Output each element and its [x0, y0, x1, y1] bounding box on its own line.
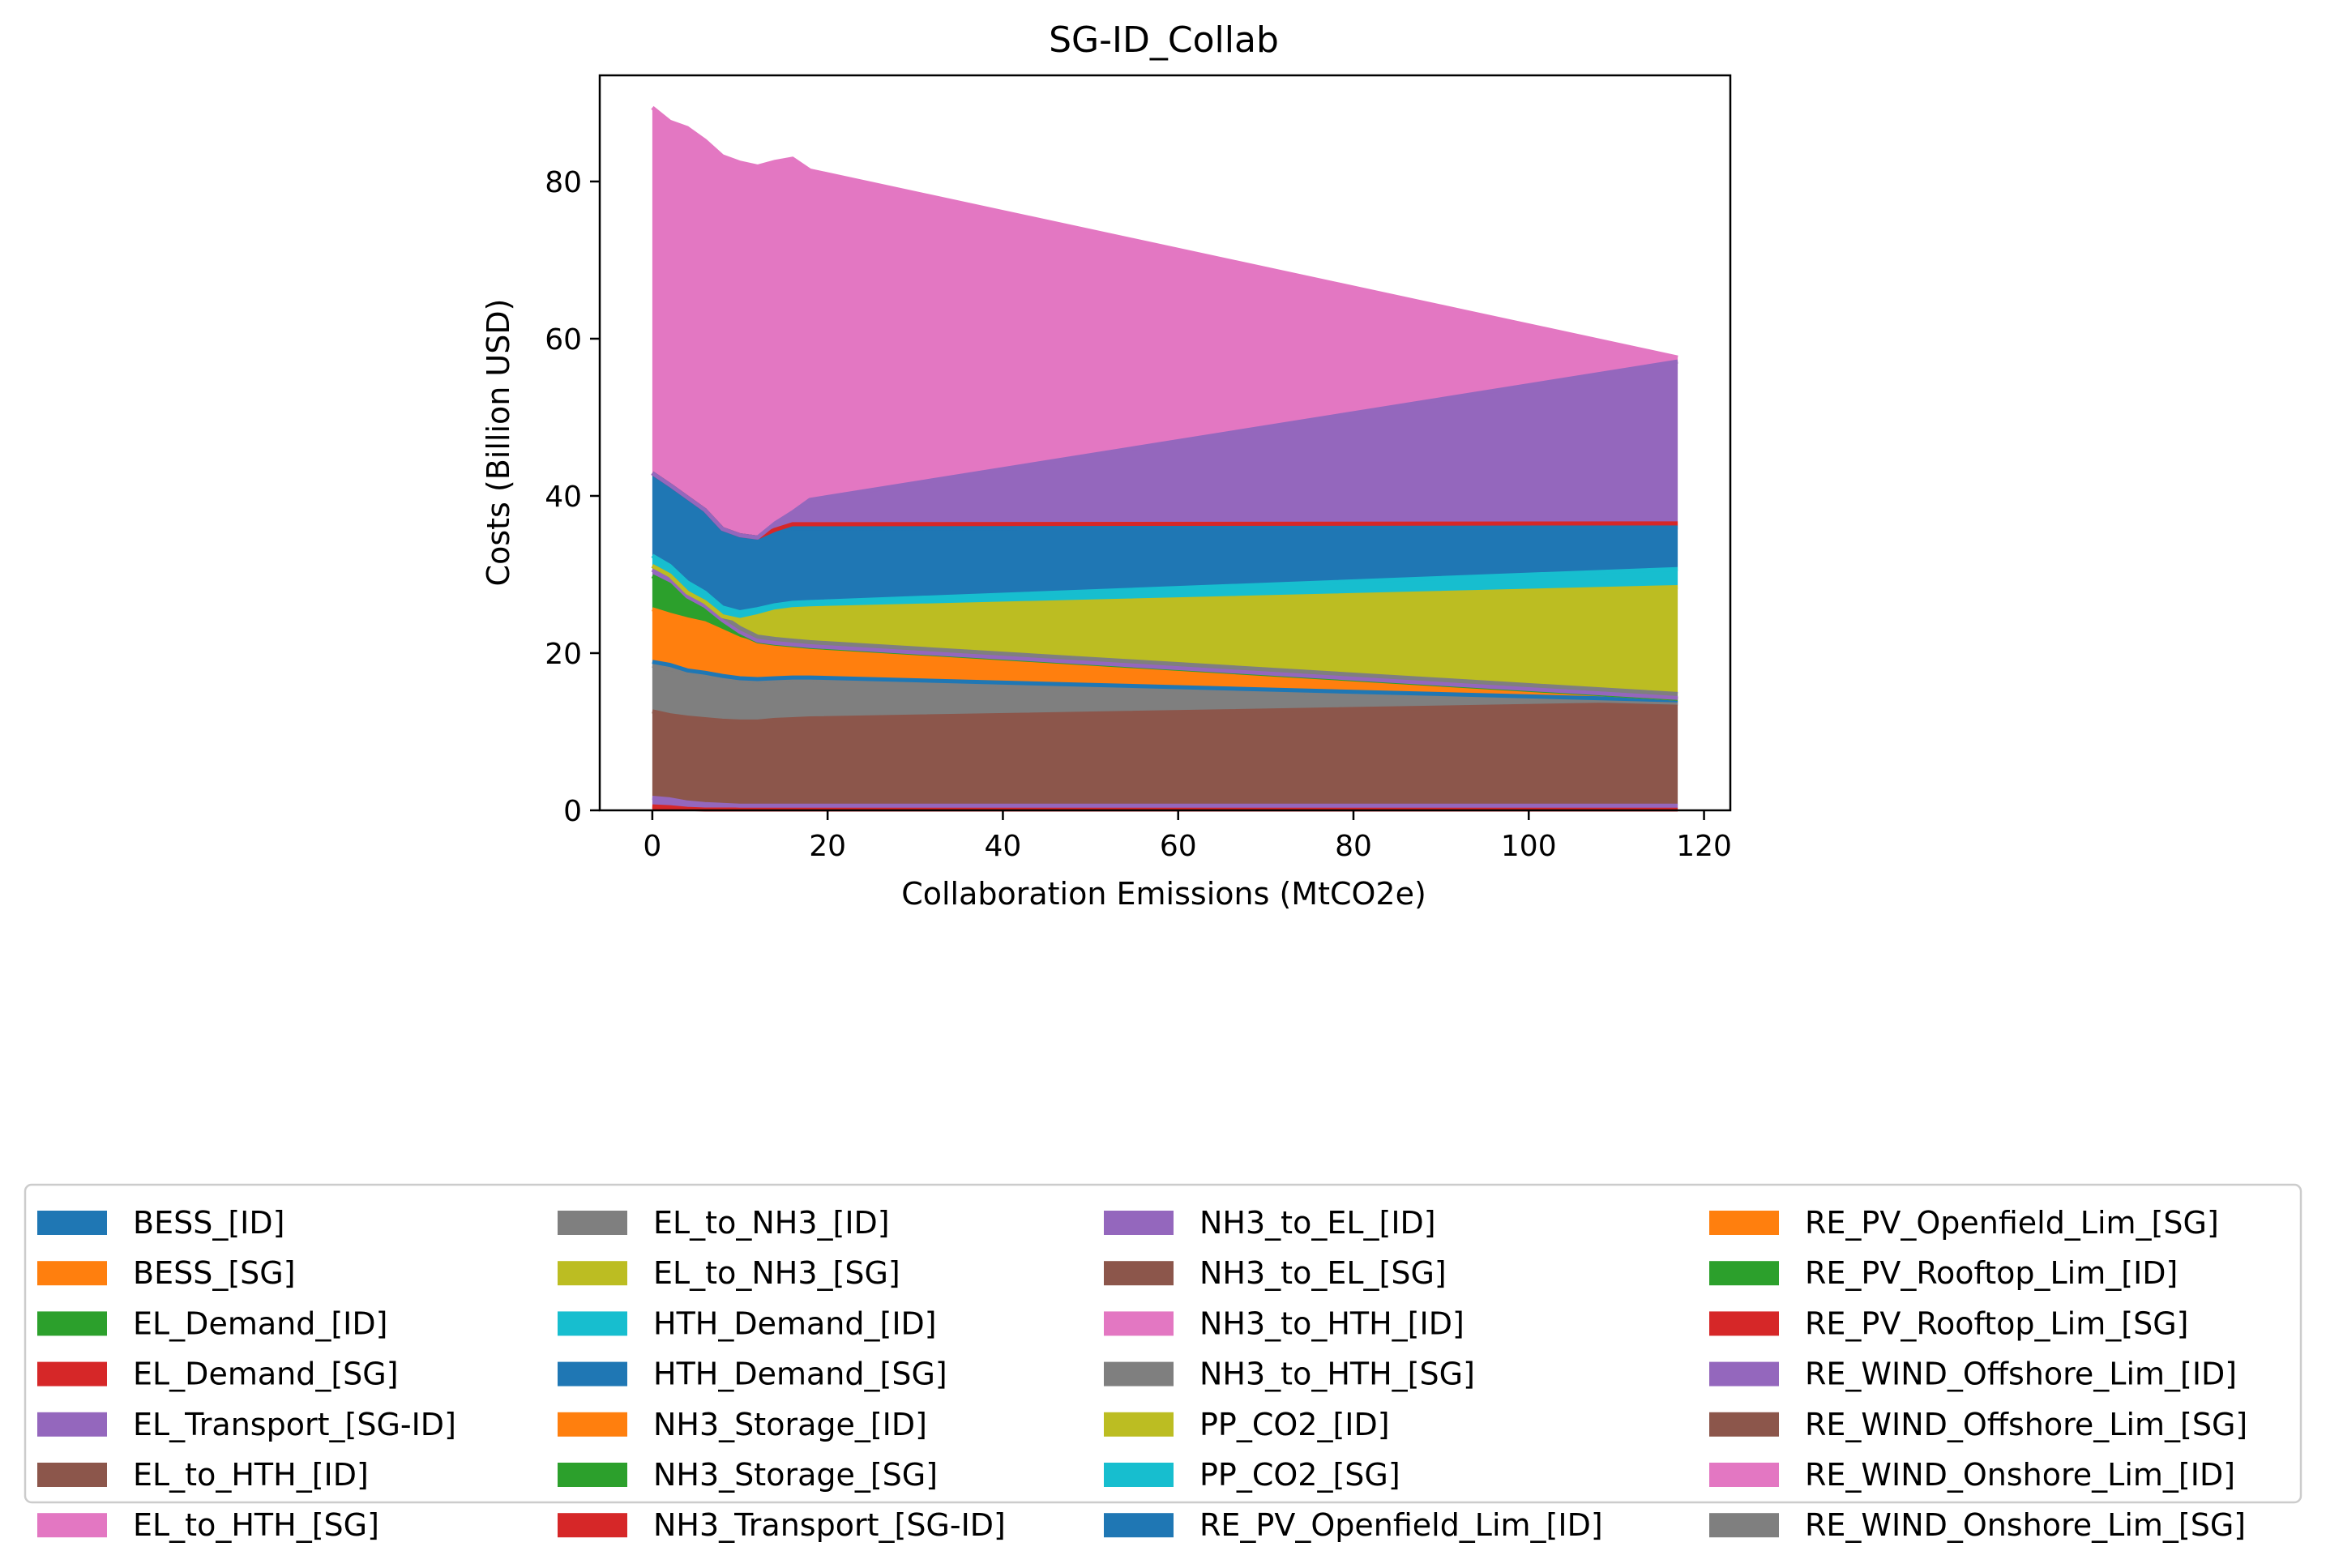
legend-label-nh3-storage-sg: NH3_Storage_[SG]: [653, 1457, 938, 1493]
legend-label-bess-id: BESS_[ID]: [133, 1205, 284, 1241]
legend-label-nh3-to-el-sg: NH3_to_EL_[SG]: [1199, 1255, 1447, 1291]
legend-swatch-pp-co2-id: [1104, 1412, 1174, 1437]
legend-swatch-re-pv-openfield-lim-id: [1104, 1513, 1174, 1538]
legend-swatch-pp-co2-sg: [1104, 1463, 1174, 1487]
area-re-wind-onshore-lim-id-layer: [652, 107, 1678, 538]
x-axis-label: Collaboration Emissions (MtCO2e): [901, 876, 1426, 912]
legend-label-re-pv-rooftop-lim-sg: RE_PV_Rooftop_Lim_[SG]: [1805, 1305, 2188, 1341]
legend-swatch-re-wind-offshore-lim-sg: [1709, 1412, 1779, 1437]
legend-label-nh3-to-hth-sg: NH3_to_HTH_[SG]: [1199, 1357, 1475, 1392]
axes-frame: [598, 74, 1732, 812]
legend-label-re-wind-onshore-lim-sg: RE_WIND_Onshore_Lim_[SG]: [1805, 1507, 2246, 1543]
legend-label-hth-demand-sg: HTH_Demand_[SG]: [653, 1357, 947, 1392]
legend-swatch-el-to-nh3-sg: [558, 1261, 627, 1286]
legend-swatch-re-pv-openfield-lim-sg: [1709, 1211, 1779, 1235]
legend-label-el-transport-sg-id: EL_Transport_[SG-ID]: [133, 1407, 456, 1442]
chart-title: SG-ID_Collab: [1049, 19, 1279, 61]
legend-swatch-nh3-transport-sg-id: [558, 1513, 627, 1538]
y-tick-label: 40: [545, 481, 582, 514]
edge-el-to-nh3-id: [652, 664, 1678, 705]
legend-swatch-nh3-storage-sg: [558, 1463, 627, 1487]
legend-swatch-bess-id: [37, 1211, 107, 1235]
edge-pp-co2-id-layer: [651, 564, 1678, 622]
legend-swatch-re-wind-offshore-lim-id: [1709, 1361, 1779, 1386]
legend-swatch-re-pv-rooftop-lim-id: [1709, 1261, 1779, 1286]
legend-swatch-bess-sg: [37, 1261, 107, 1286]
y-axis-label: Costs (Billion USD): [481, 299, 516, 587]
area-re-wind-offshore-lim-id-layer: [652, 361, 1678, 538]
edge-el-to-hth-id: [652, 701, 1678, 724]
legend-swatch-re-wind-onshore-lim-id: [1709, 1463, 1779, 1487]
legend-label-nh3-to-hth-id: NH3_to_HTH_[ID]: [1199, 1305, 1464, 1341]
legend-swatch-re-wind-onshore-lim-sg: [1709, 1513, 1779, 1538]
legend-swatch-nh3-storage-id: [558, 1412, 627, 1437]
legend-label-re-pv-rooftop-lim-id: RE_PV_Rooftop_Lim_[ID]: [1805, 1255, 2178, 1291]
edge-pp-co2-sg-layer: [651, 553, 1678, 614]
x-tick-label: 20: [809, 830, 846, 863]
area-el-to-hth-id: [652, 703, 1678, 806]
legend-label-nh3-storage-id: NH3_Storage_[ID]: [653, 1407, 927, 1442]
edge-re-wind-offshore-lim-id-layer: [651, 359, 1678, 540]
legend-swatch-hth-demand-sg: [558, 1361, 627, 1386]
legend-label-re-wind-offshore-lim-sg: RE_WIND_Offshore_Lim_[SG]: [1805, 1407, 2247, 1442]
legend-swatch-hth-demand-id: [558, 1311, 627, 1336]
x-tick-label: 120: [1676, 830, 1732, 863]
edge-re-wind-onshore-lim-id-layer: [651, 105, 1678, 360]
edge-hth-demand-sg: [652, 660, 1678, 703]
legend-swatch-nh3-to-hth-sg: [1104, 1361, 1174, 1386]
legend-swatch-el-demand-id: [37, 1311, 107, 1336]
y-tick-label: 20: [545, 638, 582, 671]
legend-swatch-el-demand-sg: [37, 1361, 107, 1386]
legend-swatch-el-to-hth-id: [37, 1463, 107, 1487]
legend: BESS_[ID] BESS_[SG] EL_Demand_[ID] EL_Deman…: [37, 1205, 2247, 1543]
legend-label-pp-co2-id: PP_CO2_[ID]: [1199, 1407, 1390, 1442]
legend-label-el-demand-id: EL_Demand_[ID]: [133, 1305, 387, 1341]
legend-label-re-wind-onshore-lim-id: RE_WIND_Onshore_Lim_[ID]: [1805, 1457, 2235, 1493]
x-axis-ticks: 0 20 40 60 80 100 120: [643, 810, 1732, 863]
x-tick-label: 80: [1335, 830, 1372, 863]
x-tick-label: 100: [1501, 830, 1557, 863]
legend-label-hth-demand-id: HTH_Demand_[ID]: [653, 1305, 937, 1341]
legend-swatch-nh3-to-hth-id: [1104, 1311, 1174, 1336]
legend-label-el-to-hth-sg: EL_to_HTH_[SG]: [133, 1507, 379, 1543]
y-tick-label: 60: [545, 323, 582, 357]
legend-swatch-nh3-to-el-sg: [1104, 1261, 1174, 1286]
legend-label-re-wind-offshore-lim-id: RE_WIND_Offshore_Lim_[ID]: [1805, 1357, 2237, 1392]
legend-label-el-to-nh3-id: EL_to_NH3_[ID]: [653, 1205, 890, 1241]
legend-label-el-to-nh3-sg: EL_to_NH3_[SG]: [653, 1255, 900, 1291]
legend-label-el-demand-sg: EL_Demand_[SG]: [133, 1357, 399, 1392]
legend-label-nh3-to-el-id: NH3_to_EL_[ID]: [1199, 1205, 1436, 1241]
legend-label-re-pv-openfield-lim-sg: RE_PV_Openfield_Lim_[SG]: [1805, 1205, 2219, 1241]
legend-swatch-nh3-to-el-id: [1104, 1211, 1174, 1235]
legend-label-re-pv-openfield-lim-id: RE_PV_Openfield_Lim_[ID]: [1199, 1507, 1603, 1543]
legend-swatch-el-transport-sg-id: [37, 1412, 107, 1437]
x-tick-label: 60: [1160, 830, 1197, 863]
legend-label-pp-co2-sg: PP_CO2_[SG]: [1199, 1457, 1400, 1493]
edge-re-wind-offshore-lim-id: [651, 567, 1678, 700]
edge-el-transport-sg-id: [652, 796, 1678, 808]
y-tick-label: 0: [563, 795, 582, 828]
legend-label-el-to-hth-id: EL_to_HTH_[ID]: [133, 1457, 369, 1493]
legend-label-nh3-transport-sg-id: NH3_Transport_[SG-ID]: [653, 1507, 1006, 1543]
area-re-pv-openfield-lim-sg: [652, 609, 1678, 701]
y-axis-ticks: 0 20 40 60 80: [545, 166, 600, 828]
legend-swatch-re-pv-rooftop-lim-sg: [1709, 1311, 1779, 1336]
area-pp-co2-id-layer: [652, 566, 1678, 694]
x-tick-label: 40: [985, 830, 1022, 863]
y-tick-label: 80: [545, 166, 582, 199]
x-tick-label: 0: [643, 830, 661, 863]
legend-label-bess-sg: BESS_[SG]: [133, 1255, 296, 1291]
legend-swatch-el-to-hth-sg: [37, 1513, 107, 1538]
legend-swatch-el-to-nh3-id: [558, 1211, 627, 1235]
